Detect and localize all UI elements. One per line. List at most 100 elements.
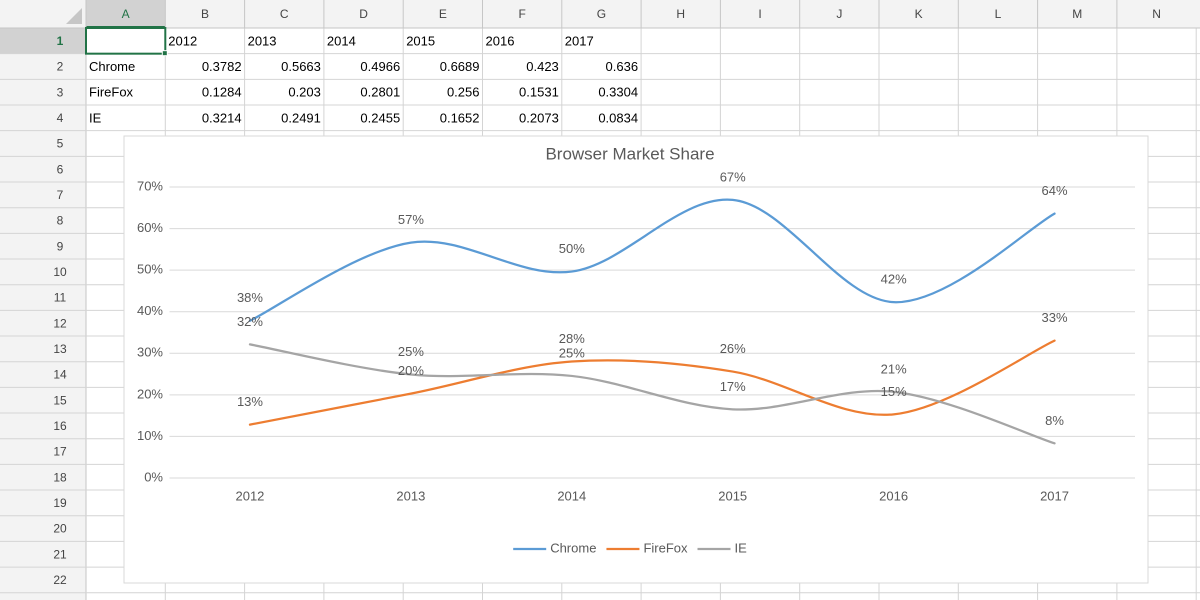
column-header[interactable]: E (439, 7, 447, 21)
cell[interactable]: 2014 (327, 33, 356, 48)
cell[interactable]: IE (89, 110, 102, 125)
cell[interactable]: 2016 (486, 33, 515, 48)
cell[interactable]: 0.6689 (440, 59, 480, 74)
y-tick-label: 30% (137, 345, 163, 360)
legend-label[interactable]: FireFox (643, 540, 688, 555)
cell[interactable]: 0.2491 (281, 110, 321, 125)
y-tick-label: 40% (137, 303, 163, 318)
cell[interactable]: 0.256 (447, 85, 480, 100)
data-label: 64% (1042, 183, 1068, 198)
row-header[interactable]: 5 (57, 137, 64, 151)
column-header[interactable]: D (359, 7, 368, 21)
row-header[interactable]: 12 (53, 316, 67, 330)
row-header[interactable]: 2 (57, 60, 64, 74)
y-tick-label: 20% (137, 386, 163, 401)
data-label: 26% (720, 341, 746, 356)
column-header[interactable]: H (676, 7, 685, 21)
legend-label[interactable]: IE (735, 540, 748, 555)
cell[interactable]: FireFox (89, 85, 134, 100)
column-header[interactable]: A (122, 7, 130, 21)
row-header[interactable]: 20 (53, 522, 67, 536)
data-label: 25% (559, 345, 585, 360)
select-all-corner[interactable] (66, 8, 82, 24)
column-header[interactable]: C (280, 7, 289, 21)
row-header[interactable]: 15 (53, 393, 67, 407)
column-header[interactable]: N (1152, 7, 1161, 21)
data-label: 32% (237, 314, 263, 329)
data-label: 42% (881, 272, 907, 287)
row-header[interactable]: 13 (53, 342, 67, 356)
column-header[interactable]: B (201, 7, 209, 21)
row-header[interactable]: 1 (57, 34, 64, 48)
y-tick-label: 10% (137, 428, 163, 443)
y-tick-label: 70% (137, 178, 163, 193)
row-header[interactable]: 22 (53, 573, 67, 587)
cell[interactable]: 0.4966 (360, 59, 400, 74)
cell[interactable]: 0.0834 (598, 110, 638, 125)
cell[interactable]: 0.1531 (519, 85, 559, 100)
column-header[interactable]: M (1072, 7, 1082, 21)
cell[interactable]: 0.3782 (202, 59, 242, 74)
y-tick-label: 0% (144, 469, 163, 484)
x-tick-label: 2017 (1040, 488, 1069, 503)
cell[interactable]: 0.3214 (202, 110, 242, 125)
chart-area[interactable] (123, 135, 1149, 584)
cell[interactable]: 0.2455 (360, 110, 400, 125)
column-header[interactable]: J (836, 7, 842, 21)
cell[interactable]: Chrome (89, 59, 135, 74)
x-tick-label: 2014 (557, 488, 586, 503)
row-header-bar (0, 28, 86, 600)
data-label: 8% (1045, 413, 1064, 428)
row-header[interactable]: 6 (57, 162, 64, 176)
row-header[interactable]: 9 (57, 239, 64, 253)
row-header[interactable]: 4 (57, 111, 64, 125)
row-header[interactable]: 14 (53, 368, 67, 382)
row-header[interactable]: 19 (53, 496, 67, 510)
data-label: 15% (881, 384, 907, 399)
y-tick-label: 60% (137, 220, 163, 235)
column-header[interactable]: G (597, 7, 606, 21)
data-label: 20% (398, 363, 424, 378)
active-cell-handle (161, 50, 168, 57)
row-header[interactable]: 3 (57, 85, 64, 99)
cell[interactable]: 2017 (565, 33, 594, 48)
column-header[interactable]: L (995, 7, 1002, 21)
cell[interactable]: 0.1284 (202, 85, 242, 100)
cell[interactable]: 2013 (248, 33, 277, 48)
data-label: 38% (237, 290, 263, 305)
row-header[interactable]: 21 (53, 547, 67, 561)
cell[interactable]: 0.1652 (440, 110, 480, 125)
row-header[interactable]: 7 (57, 188, 64, 202)
cell[interactable]: 0.636 (606, 59, 639, 74)
cell[interactable]: 0.2073 (519, 110, 559, 125)
row-header[interactable]: 8 (57, 214, 64, 228)
cell[interactable]: 0.3304 (598, 85, 638, 100)
column-header[interactable]: F (518, 7, 525, 21)
row-header[interactable]: 10 (53, 265, 67, 279)
cell[interactable]: 0.2801 (360, 85, 400, 100)
legend-label[interactable]: Chrome (550, 540, 596, 555)
cell[interactable]: 0.5663 (281, 59, 321, 74)
cell[interactable]: 2015 (406, 33, 435, 48)
row-header[interactable]: 16 (53, 419, 67, 433)
x-tick-label: 2013 (396, 488, 425, 503)
x-tick-label: 2016 (879, 488, 908, 503)
series-line[interactable] (248, 339, 1056, 426)
row-header[interactable]: 17 (53, 445, 67, 459)
cell[interactable]: 0.423 (526, 59, 559, 74)
cell[interactable]: 2012 (168, 33, 197, 48)
data-label: 13% (237, 394, 263, 409)
y-tick-label: 50% (137, 262, 163, 277)
row-header[interactable]: 11 (54, 291, 67, 305)
series-line[interactable] (248, 343, 1056, 445)
data-label: 21% (881, 361, 907, 376)
series-line[interactable] (248, 198, 1056, 322)
x-tick-label: 2012 (235, 488, 264, 503)
data-label: 28% (559, 331, 585, 346)
column-header[interactable]: K (915, 7, 923, 21)
row-header[interactable]: 18 (53, 470, 67, 484)
active-cell (85, 27, 167, 55)
column-header[interactable]: I (758, 7, 761, 21)
cell[interactable]: 0.203 (288, 85, 321, 100)
active-column-header (86, 0, 166, 28)
